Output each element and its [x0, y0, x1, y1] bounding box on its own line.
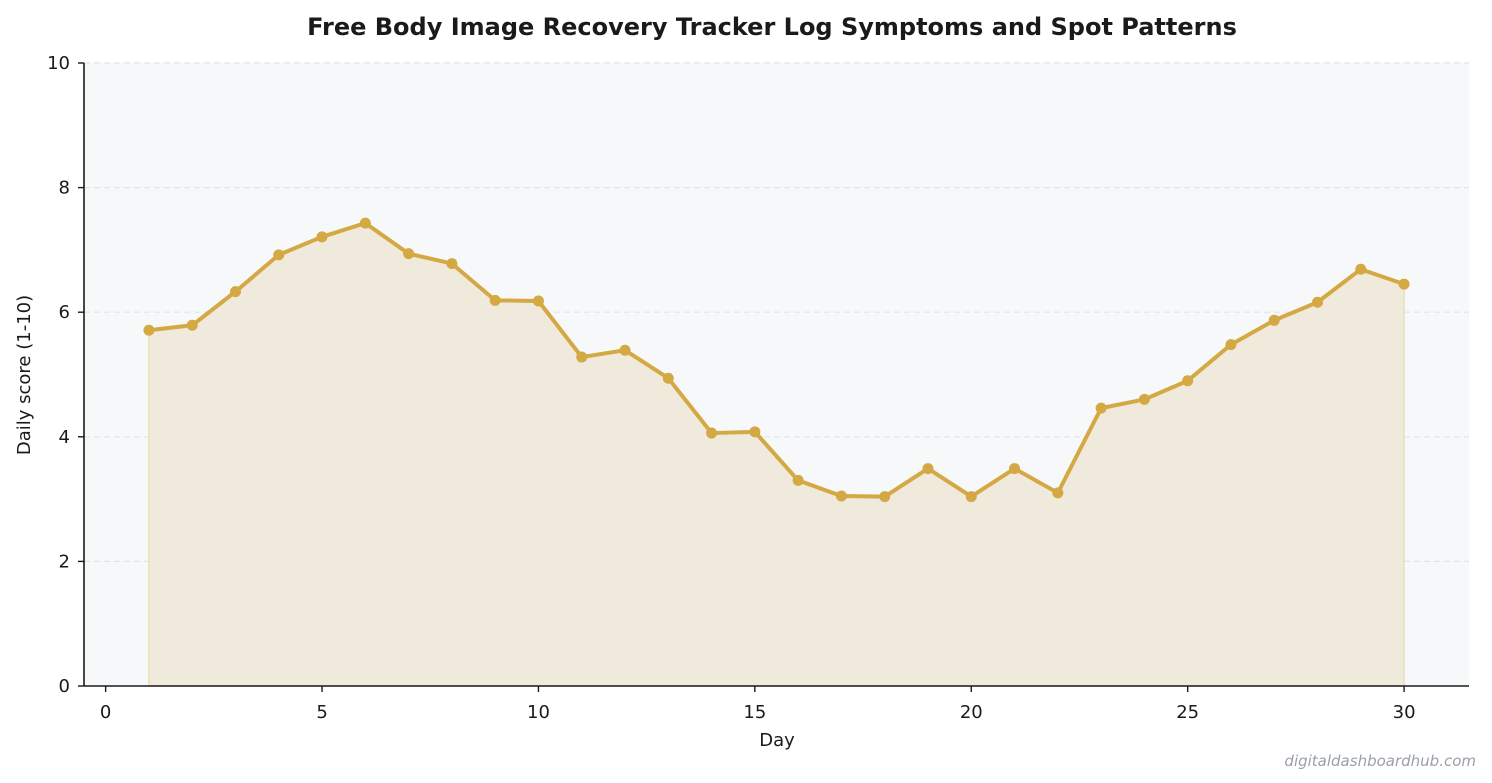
data-point-day-7	[403, 248, 415, 260]
data-point-day-12	[619, 344, 631, 356]
watermark: digitaldashboardhub.com	[1284, 752, 1476, 770]
y-tick-label-6: 6	[59, 302, 70, 323]
x-axis-label: Day	[759, 730, 795, 751]
data-point-day-13	[662, 372, 674, 384]
x-tick-label-30: 30	[1393, 702, 1416, 723]
data-point-day-3	[229, 286, 241, 298]
x-tick-label-5: 5	[316, 702, 327, 723]
data-point-day-17	[835, 490, 847, 502]
data-point-day-24	[1138, 393, 1150, 405]
series-line	[146, 221, 1407, 499]
data-point-day-23	[1095, 402, 1107, 414]
data-point-day-4	[273, 249, 285, 261]
data-point-day-15	[749, 426, 761, 438]
data-point-day-27	[1268, 314, 1280, 326]
y-axis-label: Daily score (1-10)	[14, 295, 35, 455]
data-point-day-29	[1355, 263, 1367, 275]
data-point-day-2	[186, 319, 198, 331]
data-point-day-5	[316, 231, 328, 243]
data-point-day-6	[359, 217, 371, 229]
y-tick-label-2: 2	[59, 551, 70, 572]
y-axis-ticks: 0 2 4 6 8 10	[47, 53, 84, 697]
x-tick-label-0: 0	[100, 702, 111, 723]
data-point-day-9	[489, 294, 501, 306]
data-point-day-22	[1052, 487, 1064, 499]
data-point-day-21	[1009, 463, 1021, 475]
chart-title: Free Body Image Recovery Tracker Log Sym…	[307, 13, 1237, 41]
data-points	[143, 217, 1410, 503]
x-tick-label-10: 10	[527, 702, 550, 723]
data-point-day-14	[706, 427, 718, 439]
y-tick-label-4: 4	[59, 427, 70, 448]
data-point-day-25	[1182, 375, 1194, 387]
data-point-day-8	[446, 258, 458, 270]
data-point-day-10	[532, 295, 544, 307]
data-point-day-11	[576, 351, 588, 363]
data-point-day-16	[792, 474, 804, 486]
y-tick-label-0: 0	[59, 676, 70, 697]
y-tick-label-8: 8	[59, 178, 70, 199]
y-tick-label-10: 10	[47, 53, 70, 74]
data-point-day-19	[922, 463, 934, 475]
data-point-day-18	[879, 491, 891, 503]
x-axis-ticks: 0 5 10 15 20 25 30	[100, 686, 1416, 723]
x-tick-label-15: 15	[743, 702, 766, 723]
data-point-day-26	[1225, 339, 1237, 351]
x-tick-label-20: 20	[960, 702, 983, 723]
data-point-day-1	[143, 324, 155, 336]
data-point-day-30	[1398, 278, 1410, 290]
x-tick-label-25: 25	[1176, 702, 1199, 723]
data-point-day-28	[1312, 296, 1324, 308]
data-point-day-20	[965, 491, 977, 503]
